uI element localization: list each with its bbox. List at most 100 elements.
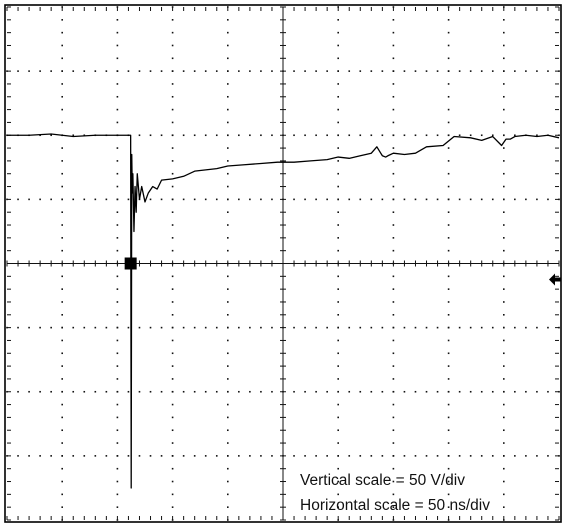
grid-dot bbox=[414, 390, 417, 393]
grid-dot bbox=[525, 390, 527, 393]
grid-dot bbox=[61, 275, 63, 278]
grid-dot bbox=[227, 198, 229, 201]
grid-dot bbox=[447, 493, 450, 496]
grid-dot bbox=[171, 506, 174, 508]
grid-dot bbox=[348, 70, 351, 72]
grid-dot bbox=[171, 237, 174, 239]
grid-dot bbox=[337, 314, 339, 316]
grid-dot bbox=[249, 326, 251, 329]
grid-dot bbox=[414, 326, 417, 329]
grid-dot bbox=[337, 198, 339, 201]
grid-dot bbox=[171, 467, 174, 470]
grid-dot bbox=[116, 83, 119, 85]
grid-dot bbox=[503, 339, 505, 342]
grid-dot bbox=[227, 95, 229, 98]
grid-dot bbox=[503, 134, 505, 137]
grid-dot bbox=[193, 455, 196, 457]
grid-dot bbox=[403, 134, 406, 137]
grid-dot bbox=[116, 288, 119, 290]
grid-dot bbox=[326, 70, 328, 72]
grid-dot bbox=[215, 326, 218, 329]
grid-dot bbox=[61, 326, 63, 329]
grid-dot bbox=[116, 455, 119, 457]
grid-dot bbox=[514, 390, 516, 393]
grid-dot bbox=[61, 172, 63, 175]
grid-dot bbox=[171, 249, 174, 252]
grid-dot bbox=[61, 506, 63, 508]
grid-dot bbox=[403, 70, 406, 72]
grid-dot bbox=[171, 185, 174, 188]
grid-dot bbox=[171, 493, 174, 496]
grid-dot bbox=[260, 326, 262, 329]
grid-dot bbox=[149, 70, 152, 72]
grid-dot bbox=[61, 365, 63, 367]
grid-dot bbox=[39, 326, 41, 329]
grid-dot bbox=[503, 442, 505, 444]
grid-dot bbox=[171, 339, 174, 342]
grid-dot bbox=[337, 455, 339, 457]
grid-dot bbox=[447, 416, 450, 419]
grid-dot bbox=[392, 339, 395, 342]
grid-dot bbox=[17, 455, 19, 457]
grid-dot bbox=[337, 211, 339, 213]
grid-dot bbox=[337, 403, 339, 406]
grid-dot bbox=[447, 70, 450, 72]
grid-dot bbox=[215, 198, 218, 201]
grid-dot bbox=[215, 455, 218, 457]
grid-dot bbox=[447, 147, 450, 149]
grid-dot bbox=[503, 198, 505, 201]
grid-dot bbox=[304, 198, 306, 201]
grid-dot bbox=[116, 275, 119, 278]
grid-dot bbox=[149, 198, 152, 201]
grid-dot bbox=[116, 121, 119, 124]
grid-dot bbox=[536, 134, 538, 137]
grid-dot bbox=[337, 160, 339, 162]
grid-dot bbox=[116, 198, 119, 201]
grid-dot bbox=[227, 44, 229, 47]
grid-dot bbox=[149, 390, 152, 393]
grid-dot bbox=[293, 70, 295, 72]
grid-dot bbox=[17, 70, 19, 72]
grid-dot bbox=[315, 326, 317, 329]
grid-dot bbox=[359, 70, 362, 72]
grid-dot bbox=[61, 31, 63, 34]
grid-dot bbox=[116, 147, 119, 149]
grid-dot bbox=[370, 198, 373, 201]
grid-dot bbox=[204, 455, 207, 457]
grid-dot bbox=[392, 288, 395, 290]
grid-dot bbox=[83, 455, 86, 457]
grid-dot bbox=[260, 134, 262, 137]
grid-dot bbox=[447, 211, 450, 213]
grid-dot bbox=[392, 172, 395, 175]
grid-dot bbox=[491, 326, 494, 329]
grid-dot bbox=[447, 390, 450, 393]
grid-dot bbox=[105, 70, 108, 72]
grid-dot bbox=[547, 326, 549, 329]
grid-dot bbox=[392, 19, 395, 21]
grid-dot bbox=[503, 314, 505, 316]
grid-dot bbox=[503, 160, 505, 162]
grid-dot bbox=[337, 288, 339, 290]
grid-dot bbox=[403, 455, 406, 457]
grid-dot bbox=[315, 390, 317, 393]
grid-dot bbox=[392, 224, 395, 226]
grid-dot bbox=[227, 390, 229, 393]
grid-dot bbox=[370, 134, 373, 137]
grid-dot bbox=[337, 57, 339, 60]
grid-dot bbox=[50, 390, 52, 393]
grid-dot bbox=[304, 390, 306, 393]
grid-dot bbox=[392, 365, 395, 367]
grid-dot bbox=[447, 95, 450, 98]
grid-dot bbox=[447, 224, 450, 226]
grid-dot bbox=[392, 467, 395, 470]
grid-dot bbox=[72, 455, 75, 457]
grid-dot bbox=[392, 211, 395, 213]
grid-dot bbox=[447, 442, 450, 444]
grid-dot bbox=[392, 352, 395, 355]
grid-dot bbox=[72, 70, 75, 72]
grid-dot bbox=[138, 70, 141, 72]
grid-dot bbox=[503, 185, 505, 188]
grid-dot bbox=[392, 121, 395, 124]
grid-dot bbox=[61, 429, 63, 432]
grid-dot bbox=[503, 249, 505, 252]
